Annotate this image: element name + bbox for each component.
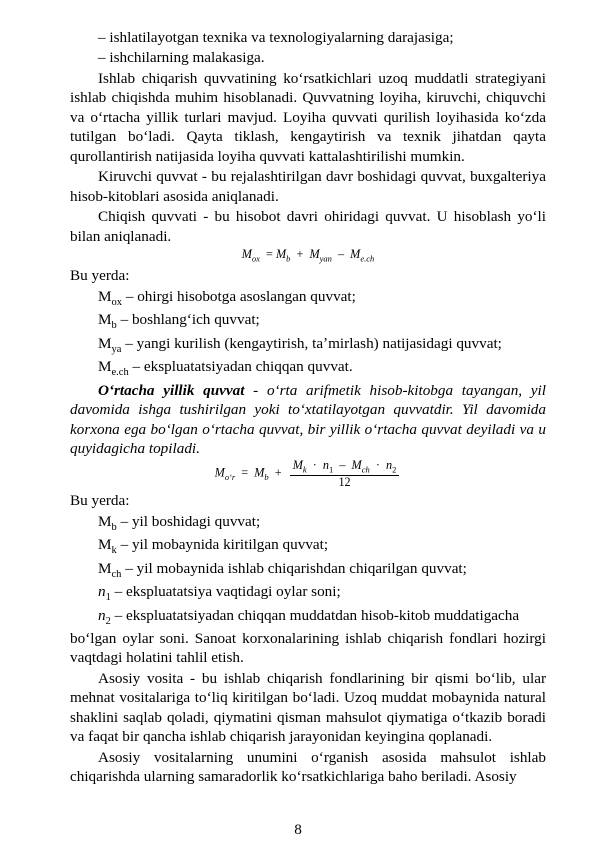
def-mb2: Mb – yil boshidagi quvvat;: [98, 512, 546, 534]
bu-yerda-2: Bu yerda:: [70, 491, 546, 510]
page: – ishlatilayotgan texnika va texnologiya…: [0, 0, 596, 851]
def-mya: Mya – yangi kurilish (kengaytirish, taʼm…: [98, 334, 546, 356]
def-mb: Mb – boshlangʻich quvvat;: [98, 310, 546, 332]
page-number: 8: [0, 820, 596, 839]
para-2: Kiruvchi quvvat - bu rejalashtirilgan da…: [70, 167, 546, 206]
def-n2: n2 – ekspluatatsiyadan chiqqan muddatdan…: [98, 606, 546, 628]
para-1: Ishlab chiqarish quvvatining koʻrsatkich…: [70, 69, 546, 166]
para-6: Asosiy vosita - bu ishlab chiqarish fond…: [70, 669, 546, 747]
def-mch: Mch – yil mobaynida ishlab chiqarishdan …: [98, 559, 546, 581]
para-4-head: Oʻrtacha yillik quvvat: [98, 382, 244, 399]
bu-yerda-1: Bu yerda:: [70, 266, 546, 285]
para-3: Chiqish quvvati - bu hisobot davri ohiri…: [70, 207, 546, 246]
def-mox: Mox – ohirgi hisobotga asoslangan quvvat…: [98, 287, 546, 309]
def-mk: Mk – yil mobaynida kiritilgan quvvat;: [98, 535, 546, 557]
def-n1: n1 – ekspluatatsiya vaqtidagi oylar soni…: [98, 582, 546, 604]
para-5: boʻlgan oylar soni. Sanoat korxonalarini…: [70, 629, 546, 668]
bullet-1: – ishlatilayotgan texnika va texnologiya…: [70, 28, 546, 47]
def-mech: Me.ch – ekspluatatsiyadan chiqqan quvvat…: [98, 357, 546, 379]
para-4: Oʻrtacha yillik quvvat - oʻrta arifmetik…: [70, 381, 546, 459]
formula-2: Moʻr = Mb + Mk · n1 – Mch · n2 12: [70, 459, 546, 489]
bullet-2: – ishchilarning malakasiga.: [70, 48, 546, 67]
formula-1: Mox = Mb + Myan – Me.ch: [70, 247, 546, 264]
para-7: Asosiy vositalarning unumini oʻrganish a…: [70, 748, 546, 787]
